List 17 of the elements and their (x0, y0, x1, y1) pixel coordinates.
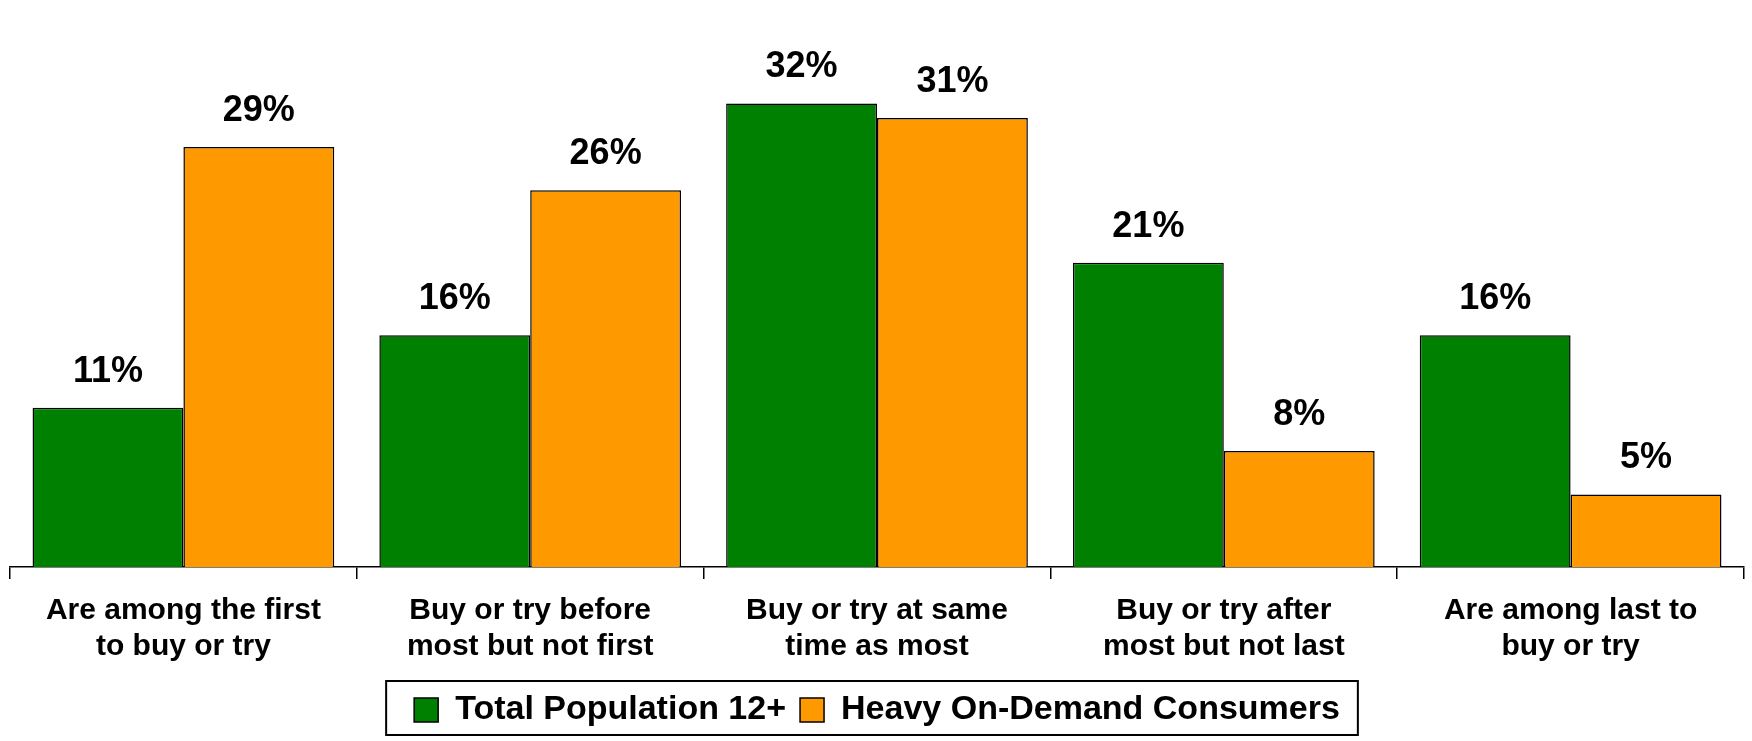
data-label: 16% (1459, 276, 1532, 318)
data-label: 8% (1273, 392, 1326, 434)
data-label: 26% (569, 131, 642, 173)
data-label: 5% (1620, 435, 1673, 477)
x-tick-label: Buy or try before most but not first (406, 592, 654, 662)
data-label: 16% (418, 276, 491, 318)
x-tick-label: Buy or try at same time as most (746, 592, 1008, 662)
data-label: 31% (916, 58, 989, 100)
data-label: 32% (765, 44, 838, 86)
data-label: 29% (222, 87, 295, 129)
legend-label: Total Population 12+ (455, 688, 787, 727)
x-tick-label: Are among the first to buy or try (45, 592, 321, 662)
x-tick-label: Are among last to buy or try (1443, 592, 1698, 662)
legend-label: Heavy On-Demand Consumers (841, 688, 1340, 727)
x-tick-label: Buy or try after most but not last (1102, 592, 1345, 662)
data-label: 21% (1112, 203, 1185, 245)
data-label: 11% (72, 348, 144, 390)
